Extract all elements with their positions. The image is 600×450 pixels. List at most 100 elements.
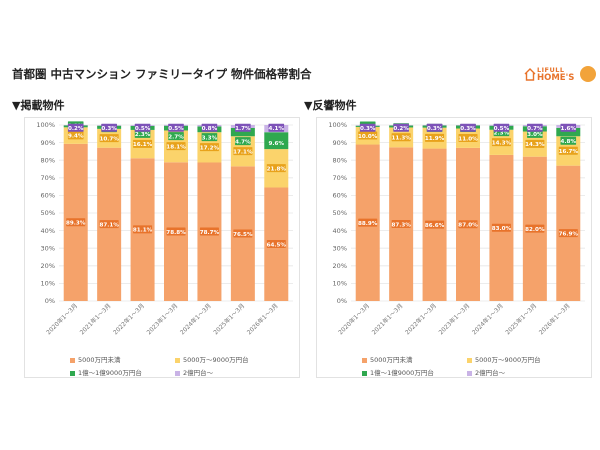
x-tick-label: 2025年1～3月 [504, 302, 539, 337]
value-label-bg [201, 123, 218, 132]
value-label-bg [99, 220, 119, 229]
y-tick-label: 100% [36, 121, 55, 129]
value-label-bg [558, 229, 578, 238]
value-label-bg [493, 123, 510, 132]
y-tick-label: 70% [41, 174, 55, 182]
value-label: 78.7% [200, 230, 220, 236]
value-label-bg [525, 139, 545, 148]
value-label: 11.0% [458, 136, 478, 142]
legend-label: 5000万～9000万円台 [475, 356, 541, 364]
value-label-bg [525, 224, 545, 233]
chart-panel-listings: 0% 10% 20% 30% 40% 50% 60% 70% 80% 90% 100% 89.3% 9.… [24, 117, 300, 378]
legend-item-200m-plus: 2億円台～ [467, 367, 505, 377]
value-label: 78.8% [166, 230, 186, 236]
bar-segment-100m-190m [556, 127, 581, 137]
value-label: 11.9% [425, 136, 445, 142]
legend-label: 5000万円未満 [370, 356, 413, 364]
value-label-bg [425, 133, 445, 142]
legend-item-50m-90m: 5000万～9000万円台 [467, 354, 541, 364]
value-label: 9.4% [68, 134, 84, 140]
legend-item-50m-90m: 5000万～9000万円台 [175, 354, 249, 364]
legend-label: 1億～1億9000万円台 [370, 369, 434, 377]
y-tick-label: 60% [41, 192, 55, 200]
x-tick-label: 2026年1～3月 [537, 302, 572, 337]
y-tick-label: 0% [337, 297, 347, 305]
y-tick-label: 10% [41, 280, 55, 288]
value-label: 81.1% [133, 228, 153, 234]
value-label: 17.2% [200, 145, 220, 151]
y-tick-label: 20% [333, 262, 347, 270]
value-label: 11.3% [391, 136, 411, 142]
value-label-bg [458, 220, 478, 229]
value-label: 1.6% [561, 126, 577, 132]
value-label-bg [168, 132, 184, 141]
value-label: 0.2% [68, 126, 84, 132]
y-tick-label: 80% [41, 156, 55, 164]
value-label-bg [426, 123, 443, 132]
y-tick-label: 80% [333, 156, 347, 164]
value-label-bg [134, 123, 151, 132]
value-label-bg [133, 225, 153, 234]
value-label-bg [66, 218, 86, 227]
value-label-bg [268, 138, 285, 147]
value-label: 2.3% [494, 130, 510, 136]
value-label-bg [527, 123, 543, 132]
value-label-bg [101, 123, 117, 132]
value-label: 10.0% [358, 134, 378, 140]
value-label: 14.3% [525, 142, 545, 148]
value-label-bg [560, 136, 577, 145]
value-label: 9.6% [269, 141, 285, 147]
value-label: 1.7% [235, 126, 251, 132]
y-tick-label: 40% [41, 227, 55, 235]
value-label: 16.7% [559, 149, 579, 155]
value-label: 4.8% [561, 139, 577, 145]
logo-text-top: LIFULL [537, 66, 565, 74]
chart-title-responses: ▼反響物件 [304, 99, 357, 112]
value-label: 87.1% [99, 222, 119, 228]
value-label: 0.3% [427, 126, 443, 132]
value-label-bg [67, 131, 84, 140]
value-label-bg [491, 138, 511, 147]
value-label-bg [391, 133, 411, 142]
y-tick-label: 0% [45, 297, 55, 305]
x-tick-label: 2023年1～3月 [145, 302, 180, 337]
value-label: 0.5% [168, 126, 184, 132]
house-icon [524, 68, 536, 81]
x-tick-label: 2022年1～3月 [403, 302, 438, 337]
value-label-bg [166, 142, 186, 151]
value-label-bg [491, 223, 511, 232]
value-label-bg [133, 139, 153, 148]
x-tick-label: 2024年1～3月 [470, 302, 505, 337]
value-label: 88.9% [358, 221, 378, 227]
legend-label: 1億～1億9000万円台 [78, 369, 142, 377]
legend-item-100m-190m: 1億～1億9000万円台 [362, 367, 434, 377]
value-label: 0.7% [527, 126, 543, 132]
value-label: 17.1% [233, 149, 253, 155]
value-label-bg [99, 134, 119, 143]
value-label: 0.3% [360, 126, 376, 132]
bar-segment-100m-190m [230, 127, 255, 137]
value-label-bg [201, 133, 218, 142]
y-tick-label: 70% [333, 174, 347, 182]
stacked-bar-chart-listings: 0% 10% 20% 30% 40% 50% 60% 70% 80% 90% 100% 89.3% 9.… [36, 121, 293, 337]
value-label: 16.1% [133, 142, 153, 148]
value-label-bg [233, 147, 253, 156]
value-label: 89.3% [66, 221, 86, 227]
stacked-bar-chart-responses: 0% 10% 20% 30% 40% 50% 60% 70% 80% 90% 100% 88.9% 10… [328, 121, 585, 337]
x-tick-label: 2022年1～3月 [111, 302, 146, 337]
y-tick-label: 50% [333, 209, 347, 217]
value-label-bg [266, 240, 286, 249]
value-label: 87.3% [391, 222, 411, 228]
value-label-bg [134, 129, 151, 138]
value-label-bg [358, 218, 378, 227]
chart-panel-responses: 0% 10% 20% 30% 40% 50% 60% 70% 80% 90% 100% 88.9% 10… [316, 117, 592, 378]
value-label: 0.3% [460, 126, 476, 132]
value-label: 4.7% [235, 139, 251, 145]
y-tick-label: 30% [41, 244, 55, 252]
value-label-bg [199, 227, 219, 236]
value-label: 86.6% [425, 223, 445, 229]
value-label-bg [560, 123, 577, 132]
value-label: 82.0% [525, 227, 545, 233]
value-label: 64.5% [267, 242, 287, 248]
page-title: 首都圏 中古マンション ファミリータイプ 物件価格帯割合 [12, 67, 312, 81]
